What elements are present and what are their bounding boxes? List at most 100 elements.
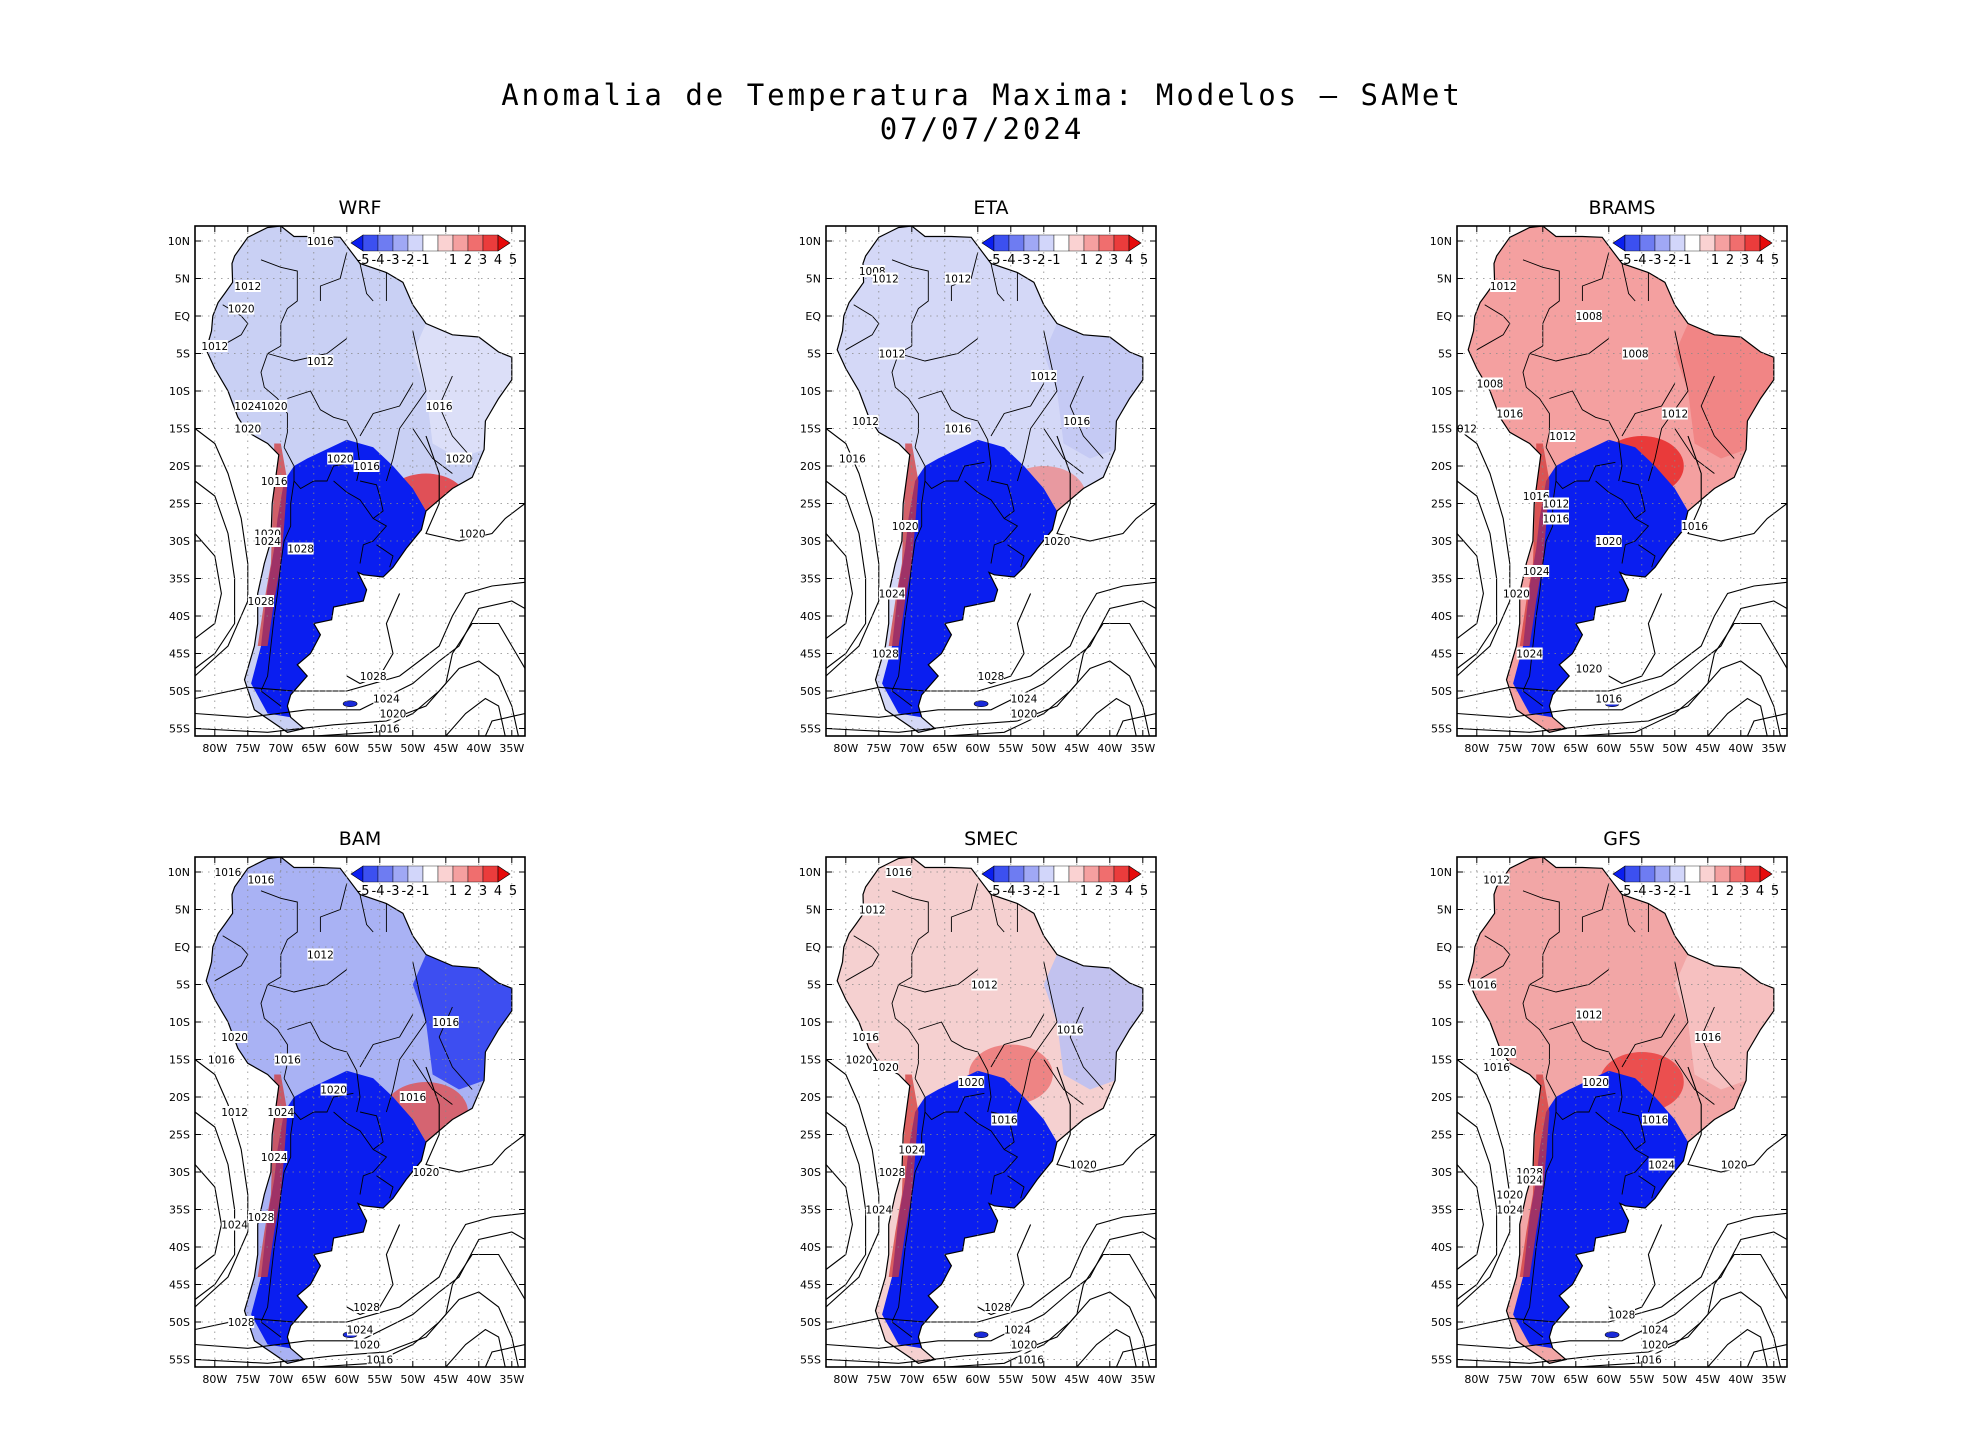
- lat-label: 55S: [1431, 1354, 1452, 1367]
- panel-frame: [825, 225, 1157, 737]
- isobar-label: 1028: [360, 671, 387, 683]
- isobar-label-box: [879, 587, 905, 600]
- lon-label: 80W: [833, 1373, 858, 1386]
- lat-label: 5N: [1437, 273, 1452, 286]
- lat-label: 25S: [1431, 1129, 1452, 1142]
- map-content: 1012 1016 1012 1016 1020 1016 1020 1016 1024 1020…: [1457, 857, 1787, 1367]
- country-border: [990, 383, 1045, 437]
- isobar-label-box: [1642, 1323, 1668, 1336]
- lon-label: 65W: [301, 1373, 326, 1386]
- isobar-label: 1020: [261, 401, 288, 413]
- colorbar-label: -5: [357, 884, 370, 899]
- colorbar-swatch: [1053, 234, 1070, 252]
- lon-label: 35W: [499, 1373, 524, 1386]
- isobar-label: 1020: [1490, 1047, 1517, 1059]
- colorbar-label: 1: [1711, 884, 1719, 899]
- isobar-label-box: [859, 903, 886, 916]
- colorbar-label: -4: [1634, 884, 1647, 899]
- isobar-label-box: [353, 1301, 380, 1313]
- colorbar-label: -1: [417, 253, 430, 268]
- country-border: [1007, 1175, 1025, 1199]
- colorbar-label: 2: [1095, 253, 1103, 268]
- lat-label: 10S: [169, 1016, 190, 1029]
- country-border: [1621, 518, 1650, 564]
- isobar-label-box: [201, 340, 228, 352]
- country-border: [990, 894, 1005, 933]
- colorbar-label: 3: [1110, 884, 1118, 899]
- lon-label: 60W: [1596, 1373, 1621, 1386]
- country-border: [1522, 976, 1550, 1079]
- isobar-label: 1020: [1576, 664, 1603, 676]
- lon-label: 55W: [998, 742, 1023, 755]
- lat-label: 30S: [800, 535, 821, 548]
- isobar-label-box: [1721, 1158, 1748, 1171]
- lat-label: 5S: [176, 348, 190, 361]
- isobar-label: 1012: [221, 1107, 248, 1119]
- map-content: 1016101210121016101610201020102010161024…: [826, 857, 1156, 1367]
- isobar-label: 1024: [1648, 1160, 1675, 1172]
- isobar-label: 1012: [1576, 1010, 1603, 1022]
- colorbar: -5 -4 -3 -2 -1 1 2 3 4 5: [1612, 234, 1779, 268]
- isobar-label-box: [1609, 1308, 1635, 1321]
- colorbar-swatch: [1083, 234, 1100, 252]
- colorbar-label: 2: [1726, 253, 1734, 268]
- colorbar-arrow-low: [350, 234, 364, 252]
- isobar-label-box: [234, 400, 261, 412]
- isobar-label-box: [879, 1166, 905, 1178]
- isobar-label: 1012: [1490, 281, 1517, 293]
- map-content: 1012 1008 1008 1008 1016 1012 1012 1012 1016 1012…: [1457, 226, 1787, 736]
- colorbar-swatch: [1729, 865, 1746, 883]
- isobar-label-box: [221, 1031, 248, 1043]
- isobar-label: 1020: [221, 1032, 248, 1044]
- isobar-label-box: [307, 235, 334, 247]
- country-border: [891, 976, 919, 1079]
- isobar-label: 1012: [307, 950, 334, 962]
- lat-label: 25S: [169, 498, 190, 511]
- isobar-label-box: [459, 527, 486, 540]
- colorbar-swatch: [1008, 234, 1025, 252]
- isobar-label: 1028: [248, 1212, 275, 1224]
- isobar-label: 1028: [1609, 1310, 1636, 1322]
- panel-frame: [194, 856, 526, 1368]
- lat-label: 10N: [168, 235, 190, 248]
- isobar-label: 1020: [459, 529, 486, 541]
- isobar-line: [977, 1224, 1032, 1316]
- country-border: [1638, 544, 1656, 568]
- isobar-label: 1016: [852, 1032, 879, 1044]
- isobar-label-box: [215, 866, 241, 878]
- country-border: [1549, 1021, 1623, 1113]
- lon-label: 80W: [1464, 1373, 1489, 1386]
- lat-label: 35S: [1431, 573, 1452, 586]
- colorbar-swatch: [1624, 234, 1641, 252]
- lat-label: 35S: [169, 573, 190, 586]
- panel-title: BAM: [339, 828, 381, 850]
- isobar-label-box: [984, 1301, 1011, 1313]
- colorbar-swatch: [1669, 865, 1686, 883]
- isobar-label-box: [261, 400, 288, 412]
- lat-label: 15S: [169, 1054, 190, 1067]
- isobar-label-box: [1523, 490, 1550, 502]
- isobar-label-box: [1642, 1338, 1668, 1351]
- isobar-label-box: [228, 302, 255, 315]
- lat-label: 5S: [807, 979, 821, 992]
- isobar-line: [826, 480, 867, 669]
- isobar-label: 1028: [872, 649, 899, 661]
- colorbar-swatch: [1684, 234, 1701, 252]
- lon-label: 45W: [1064, 742, 1089, 755]
- country-border: [412, 428, 453, 474]
- isobar-label: 1016: [1595, 694, 1622, 706]
- isobar-label-box: [852, 415, 879, 427]
- lat-label: 55S: [800, 723, 821, 736]
- isobar-label-box: [373, 692, 400, 705]
- lon-label: 75W: [866, 1373, 891, 1386]
- isobar-line: [445, 697, 506, 736]
- isobar-label: 1024: [1516, 649, 1543, 661]
- lon-label: 55W: [1629, 742, 1654, 755]
- isobar-line: [1457, 1212, 1787, 1331]
- lat-label: EQ: [174, 941, 190, 954]
- isobar-label: 1020: [872, 1062, 899, 1074]
- lon-label: 50W: [1031, 1373, 1056, 1386]
- coastline: [1467, 226, 1775, 733]
- isobar-label: 1020: [1011, 709, 1038, 721]
